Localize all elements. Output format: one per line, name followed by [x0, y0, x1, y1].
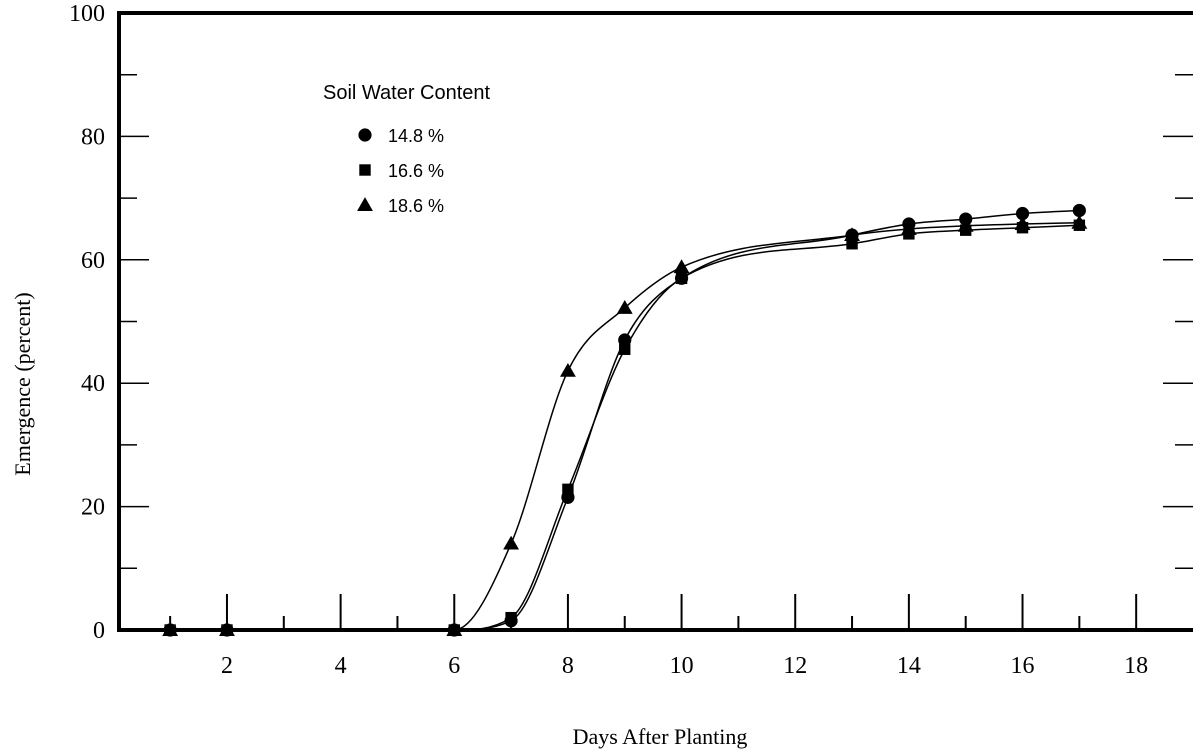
- x-tick-label: 10: [670, 653, 694, 679]
- x-tick-label: 2: [221, 653, 233, 679]
- y-tick-label: 80: [81, 124, 105, 150]
- x-tick-label: 8: [562, 653, 574, 679]
- x-tick-label: 14: [897, 653, 921, 679]
- x-tick-label: 6: [448, 653, 460, 679]
- data-point-square: [675, 272, 688, 285]
- y-tick-label: 0: [93, 618, 105, 644]
- series-line-1: [170, 209, 1080, 631]
- legend-marker-triangle: [357, 197, 373, 211]
- y-tick-label: 60: [81, 248, 105, 274]
- data-point-circle: [1015, 206, 1030, 221]
- data-point-triangle: [446, 622, 463, 636]
- data-point-triangle: [503, 535, 520, 550]
- data-point-square: [562, 483, 574, 496]
- series-markers: [162, 203, 1088, 637]
- data-point-triangle: [162, 622, 179, 636]
- data-point-triangle: [616, 300, 633, 314]
- y-tick-label: 40: [81, 371, 105, 397]
- data-point-square: [846, 238, 858, 250]
- x-axis-ticks: 2 4 6 8 10 12 14 16 18: [169, 594, 1148, 679]
- x-tick-label: 18: [1124, 653, 1148, 679]
- x-tick-label: 12: [783, 653, 807, 679]
- data-point-circle: [1072, 203, 1086, 218]
- data-point-triangle: [560, 362, 576, 377]
- y-tick-label: 20: [81, 495, 105, 521]
- x-tick-label: 4: [335, 653, 347, 679]
- series-line-3: [170, 222, 1080, 631]
- series-line-2: [170, 224, 1080, 631]
- series-lines: [170, 209, 1080, 631]
- legend-title: Soil Water Content: [323, 82, 491, 104]
- y-axis-ticks: 0 20 40 60 80 100: [69, 1, 1193, 644]
- legend-marker-circle: [358, 128, 372, 142]
- data-point-triangle: [673, 259, 690, 274]
- y-tick-label: 100: [69, 1, 105, 27]
- data-point-square: [619, 343, 631, 355]
- x-axis-label: Days After Planting: [573, 724, 748, 749]
- data-point-circle: [618, 333, 632, 347]
- legend: Soil Water Content 14.8 % 16.6 % 18.6 %: [323, 82, 491, 216]
- plot-frame: [117, 11, 1193, 632]
- legend-label: 14.8 %: [388, 126, 444, 146]
- data-point-triangle: [1014, 216, 1031, 230]
- y-axis-label: Emergence (percent): [10, 292, 35, 475]
- data-point-triangle: [219, 622, 235, 636]
- data-point-square: [505, 611, 517, 624]
- legend-label: 18.6 %: [388, 196, 444, 216]
- data-point-triangle: [1071, 214, 1088, 229]
- data-point-triangle: [844, 227, 860, 242]
- legend-label: 16.6 %: [388, 161, 444, 181]
- x-tick-label: 16: [1011, 653, 1035, 679]
- data-point-triangle: [957, 217, 974, 232]
- data-point-triangle: [900, 221, 917, 235]
- legend-marker-square: [359, 164, 371, 176]
